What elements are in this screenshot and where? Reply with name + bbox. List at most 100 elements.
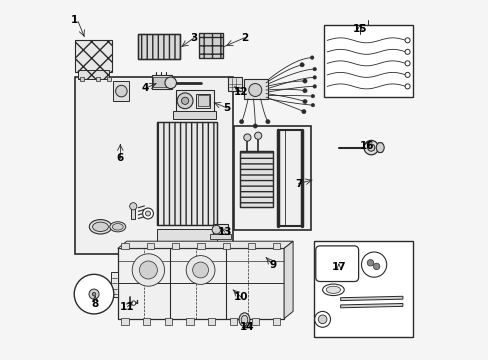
Bar bbox=[251, 318, 258, 325]
Circle shape bbox=[312, 67, 316, 71]
Bar bbox=[247, 243, 255, 249]
Bar bbox=[80, 77, 84, 81]
Text: 3: 3 bbox=[190, 33, 197, 43]
Bar bbox=[229, 318, 237, 325]
Text: 2: 2 bbox=[241, 33, 247, 43]
Circle shape bbox=[265, 120, 269, 124]
Text: 11: 11 bbox=[120, 302, 135, 312]
Ellipse shape bbox=[322, 284, 344, 296]
Circle shape bbox=[254, 132, 261, 139]
Bar bbox=[78, 70, 108, 79]
Bar bbox=[228, 77, 242, 91]
Bar bbox=[118, 248, 284, 319]
Circle shape bbox=[302, 79, 306, 83]
Bar bbox=[244, 79, 267, 99]
Bar bbox=[196, 94, 210, 108]
Circle shape bbox=[366, 260, 373, 266]
Bar bbox=[186, 318, 193, 325]
Ellipse shape bbox=[92, 222, 108, 231]
Circle shape bbox=[404, 84, 409, 89]
Circle shape bbox=[302, 99, 306, 104]
Ellipse shape bbox=[325, 286, 340, 293]
Circle shape bbox=[367, 144, 374, 151]
Bar bbox=[273, 243, 280, 249]
Circle shape bbox=[363, 140, 378, 155]
Circle shape bbox=[318, 315, 326, 324]
Circle shape bbox=[248, 84, 261, 96]
Circle shape bbox=[299, 63, 304, 67]
Circle shape bbox=[129, 203, 137, 210]
Bar bbox=[240, 151, 272, 207]
Circle shape bbox=[142, 208, 153, 219]
Ellipse shape bbox=[239, 313, 249, 327]
Bar bbox=[157, 122, 216, 225]
Circle shape bbox=[212, 225, 220, 234]
Bar bbox=[157, 122, 216, 225]
Circle shape bbox=[301, 109, 305, 114]
Circle shape bbox=[314, 311, 330, 327]
Bar bbox=[208, 318, 215, 325]
Circle shape bbox=[404, 61, 409, 66]
Circle shape bbox=[361, 252, 386, 277]
Bar bbox=[197, 243, 204, 249]
Circle shape bbox=[177, 93, 193, 109]
Text: 12: 12 bbox=[233, 87, 247, 97]
Circle shape bbox=[310, 56, 313, 59]
Circle shape bbox=[239, 120, 244, 124]
Circle shape bbox=[181, 97, 188, 104]
Circle shape bbox=[74, 274, 114, 314]
Text: 8: 8 bbox=[91, 299, 99, 309]
Bar bbox=[138, 34, 179, 59]
Circle shape bbox=[404, 38, 409, 43]
Circle shape bbox=[131, 301, 136, 305]
Bar bbox=[209, 234, 230, 239]
Ellipse shape bbox=[112, 224, 123, 230]
Circle shape bbox=[244, 134, 250, 141]
Bar bbox=[157, 229, 216, 251]
Bar bbox=[176, 90, 213, 112]
Bar bbox=[199, 33, 223, 58]
Circle shape bbox=[253, 124, 257, 128]
Bar bbox=[313, 241, 412, 337]
Text: 15: 15 bbox=[352, 24, 366, 34]
Text: 6: 6 bbox=[117, 153, 123, 163]
Polygon shape bbox=[340, 296, 402, 301]
Bar bbox=[273, 318, 280, 325]
Circle shape bbox=[404, 49, 409, 54]
Ellipse shape bbox=[375, 143, 384, 153]
Circle shape bbox=[192, 262, 208, 278]
Polygon shape bbox=[118, 241, 292, 248]
Polygon shape bbox=[284, 241, 292, 319]
Bar bbox=[197, 95, 208, 106]
Circle shape bbox=[404, 72, 409, 77]
Bar bbox=[143, 318, 150, 325]
Bar bbox=[153, 77, 170, 87]
Bar bbox=[323, 25, 412, 97]
Bar bbox=[233, 126, 310, 230]
Text: 7: 7 bbox=[294, 179, 302, 189]
Circle shape bbox=[89, 289, 99, 299]
Circle shape bbox=[186, 256, 215, 284]
Bar bbox=[107, 77, 111, 81]
Text: 4: 4 bbox=[142, 83, 149, 93]
Bar bbox=[75, 40, 112, 72]
Circle shape bbox=[312, 76, 316, 79]
Circle shape bbox=[302, 89, 306, 93]
Text: 16: 16 bbox=[359, 141, 373, 151]
Bar bbox=[172, 243, 179, 249]
Text: 9: 9 bbox=[268, 260, 276, 270]
Bar bbox=[164, 243, 213, 252]
Circle shape bbox=[115, 85, 127, 97]
Circle shape bbox=[310, 94, 314, 98]
Circle shape bbox=[92, 292, 96, 296]
FancyBboxPatch shape bbox=[315, 246, 358, 282]
Circle shape bbox=[373, 263, 379, 270]
Bar bbox=[111, 272, 118, 297]
Bar bbox=[199, 33, 223, 58]
Ellipse shape bbox=[241, 315, 247, 324]
Circle shape bbox=[145, 211, 150, 216]
Bar bbox=[75, 77, 232, 254]
Circle shape bbox=[132, 254, 164, 286]
Bar bbox=[240, 151, 272, 207]
Ellipse shape bbox=[110, 222, 125, 232]
